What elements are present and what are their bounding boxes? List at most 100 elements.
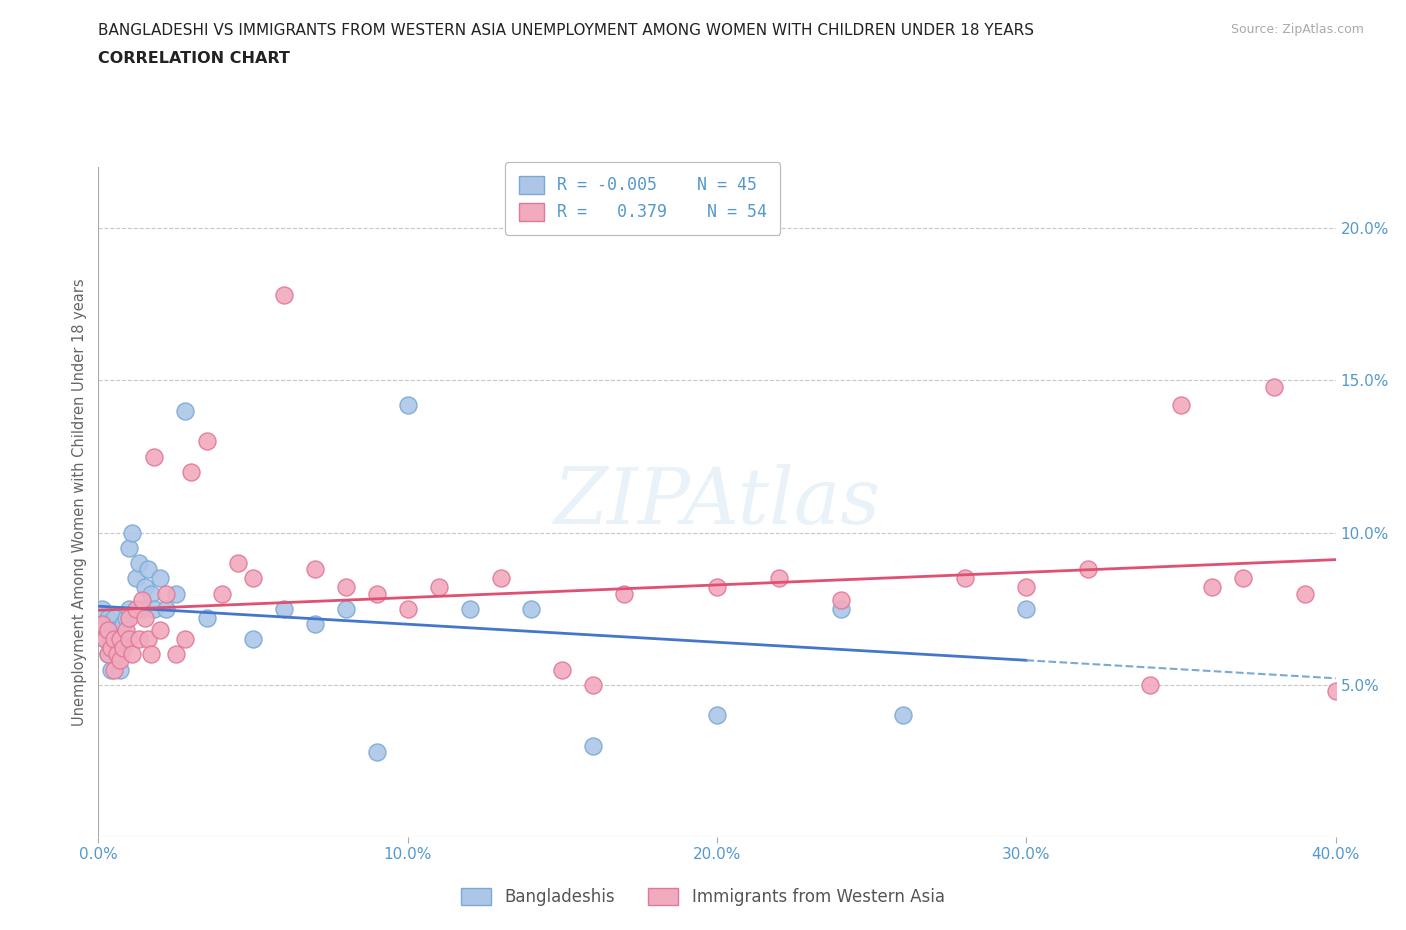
Point	[139, 586, 162, 601]
Point	[458, 602, 481, 617]
Point	[174, 404, 197, 418]
Point	[195, 434, 218, 449]
Point	[226, 555, 249, 570]
Point	[108, 662, 131, 677]
Point	[118, 540, 141, 555]
Point	[706, 580, 728, 595]
Point	[124, 602, 146, 617]
Point	[118, 631, 141, 646]
Point	[97, 647, 120, 662]
Point	[136, 631, 159, 646]
Point	[427, 580, 450, 595]
Point	[97, 610, 120, 625]
Legend: R = -0.005    N = 45, R =   0.379    N = 54: R = -0.005 N = 45, R = 0.379 N = 54	[505, 163, 780, 234]
Point	[105, 647, 128, 662]
Point	[108, 641, 131, 656]
Point	[112, 617, 135, 631]
Point	[90, 617, 112, 631]
Point	[1232, 571, 1254, 586]
Point	[93, 617, 115, 631]
Text: ZIPAtlas: ZIPAtlas	[554, 464, 880, 540]
Point	[100, 662, 122, 677]
Point	[396, 397, 419, 412]
Point	[131, 592, 153, 607]
Point	[128, 555, 150, 570]
Point	[121, 525, 143, 540]
Point	[768, 571, 790, 586]
Point	[121, 647, 143, 662]
Point	[115, 622, 138, 637]
Point	[953, 571, 976, 586]
Point	[165, 647, 187, 662]
Point	[93, 631, 115, 646]
Point	[1015, 602, 1038, 617]
Point	[242, 571, 264, 586]
Point	[1139, 677, 1161, 692]
Point	[149, 622, 172, 637]
Point	[149, 571, 172, 586]
Point	[242, 631, 264, 646]
Point	[124, 571, 146, 586]
Point	[143, 449, 166, 464]
Point	[97, 622, 120, 637]
Point	[1077, 562, 1099, 577]
Point	[706, 708, 728, 723]
Point	[195, 610, 218, 625]
Point	[830, 602, 852, 617]
Point	[155, 586, 177, 601]
Point	[103, 662, 125, 677]
Point	[520, 602, 543, 617]
Point	[1170, 397, 1192, 412]
Point	[366, 586, 388, 601]
Point	[1201, 580, 1223, 595]
Point	[136, 562, 159, 577]
Point	[830, 592, 852, 607]
Point	[273, 602, 295, 617]
Point	[139, 647, 162, 662]
Point	[105, 647, 128, 662]
Point	[103, 631, 125, 646]
Point	[97, 647, 120, 662]
Point	[115, 610, 138, 625]
Point	[1324, 684, 1347, 698]
Point	[143, 602, 166, 617]
Point	[112, 641, 135, 656]
Y-axis label: Unemployment Among Women with Children Under 18 years: Unemployment Among Women with Children U…	[72, 278, 87, 726]
Point	[891, 708, 914, 723]
Point	[273, 287, 295, 302]
Point	[134, 610, 156, 625]
Point	[174, 631, 197, 646]
Point	[1263, 379, 1285, 394]
Point	[128, 631, 150, 646]
Point	[134, 580, 156, 595]
Point	[108, 653, 131, 668]
Point	[118, 602, 141, 617]
Point	[165, 586, 187, 601]
Point	[396, 602, 419, 617]
Point	[613, 586, 636, 601]
Text: CORRELATION CHART: CORRELATION CHART	[98, 51, 290, 66]
Point	[335, 602, 357, 617]
Point	[489, 571, 512, 586]
Point	[1015, 580, 1038, 595]
Legend: Bangladeshis, Immigrants from Western Asia: Bangladeshis, Immigrants from Western As…	[454, 881, 952, 912]
Text: Source: ZipAtlas.com: Source: ZipAtlas.com	[1230, 23, 1364, 36]
Point	[366, 744, 388, 759]
Point	[97, 622, 120, 637]
Point	[105, 631, 128, 646]
Point	[582, 677, 605, 692]
Point	[1294, 586, 1316, 601]
Point	[108, 631, 131, 646]
Point	[304, 562, 326, 577]
Point	[100, 631, 122, 646]
Point	[93, 631, 115, 646]
Point	[551, 662, 574, 677]
Point	[103, 622, 125, 637]
Point	[211, 586, 233, 601]
Point	[582, 738, 605, 753]
Point	[304, 617, 326, 631]
Point	[100, 641, 122, 656]
Point	[131, 602, 153, 617]
Point	[90, 602, 112, 617]
Point	[335, 580, 357, 595]
